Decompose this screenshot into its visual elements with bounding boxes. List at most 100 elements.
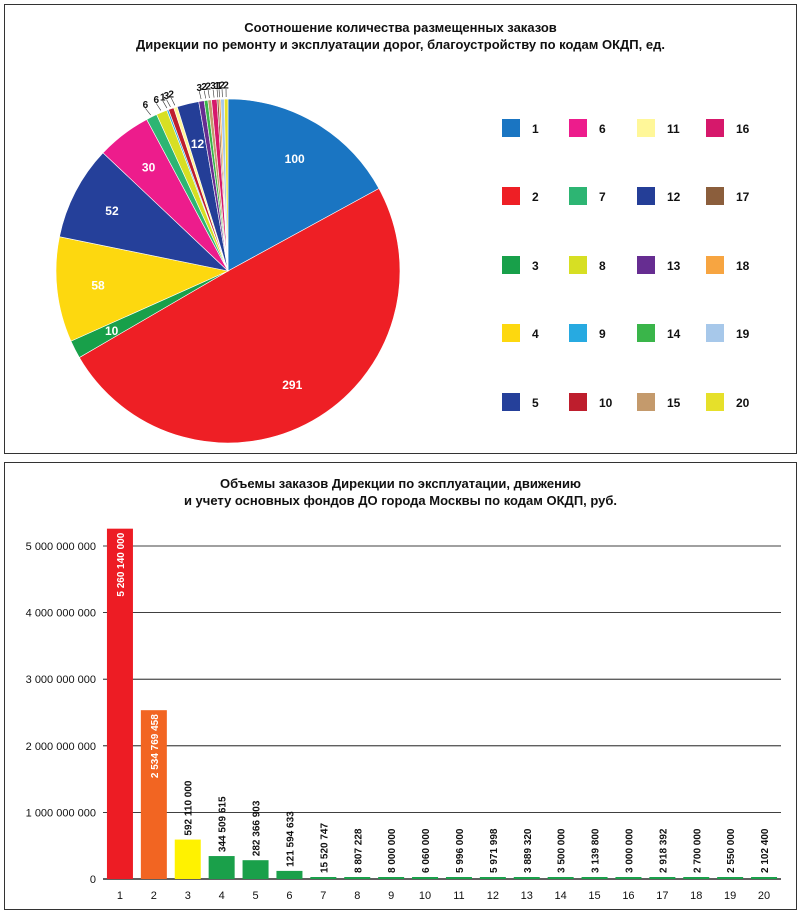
- x-tick-label: 8: [354, 890, 360, 902]
- bar-value-label: 5 996 000: [455, 828, 466, 873]
- pie-leader-line: [207, 90, 210, 99]
- bar-value-label: 282 366 903: [252, 800, 263, 856]
- bar-20: [751, 877, 778, 879]
- legend-label-2: 2: [532, 190, 539, 204]
- pie-value-label: 2: [201, 82, 207, 93]
- bar-8: [344, 877, 371, 879]
- legend-swatch-11: [637, 119, 655, 137]
- pie-slice-4: [55, 236, 229, 342]
- pie-value-label: 10: [105, 324, 119, 338]
- bar-6: [276, 870, 303, 879]
- legend-label-6: 6: [599, 122, 606, 136]
- x-tick-label: 5: [252, 890, 258, 902]
- legend-label-1: 1: [532, 122, 539, 136]
- legend-swatch-1: [502, 119, 520, 137]
- legend-swatch-3: [502, 256, 520, 274]
- legend-label-17: 17: [736, 190, 750, 204]
- bar-value-label: 3 889 320: [523, 828, 534, 873]
- legend-swatch-8: [569, 256, 587, 274]
- pie-value-label: 2: [219, 81, 225, 92]
- y-tick-label: 2 000 000 000: [26, 741, 96, 753]
- pie-leader-line: [198, 91, 202, 100]
- bar-1: [106, 528, 133, 879]
- x-tick-label: 12: [487, 890, 499, 902]
- pie-slice-5: [59, 152, 229, 272]
- pie-value-label: 6: [143, 100, 149, 111]
- bar-17: [649, 877, 676, 879]
- pie-chart-title: Соотношение количества размещенных заказ…: [244, 20, 557, 35]
- legend-label-15: 15: [667, 396, 681, 410]
- bar-11: [445, 877, 472, 879]
- legend-swatch-5: [502, 393, 520, 411]
- bar-value-label: 3 000 000: [624, 828, 635, 873]
- pie-value-label: 1: [214, 81, 220, 92]
- legend-swatch-2: [502, 187, 520, 205]
- bar-value-label: 2 700 000: [692, 828, 703, 873]
- bar-value-label: 344 509 615: [218, 796, 229, 852]
- pie-leader-line: [218, 89, 220, 98]
- bar-13: [513, 877, 540, 879]
- x-tick-label: 13: [521, 890, 533, 902]
- pie-value-label: 100: [285, 152, 305, 166]
- bar-value-label: 8 000 000: [387, 828, 398, 873]
- pie-value-label: 1: [160, 92, 166, 103]
- x-tick-label: 19: [724, 890, 736, 902]
- y-tick-label: 1 000 000 000: [26, 807, 96, 819]
- pie-slice-1: [227, 98, 380, 272]
- legend-label-13: 13: [667, 259, 681, 273]
- legend-label-9: 9: [599, 327, 606, 341]
- bar-value-label: 3 500 000: [557, 828, 568, 873]
- pie-value-label: 52: [105, 204, 119, 218]
- pie-leader-line: [170, 97, 176, 106]
- pie-leader-line: [155, 103, 162, 111]
- legend-label-16: 16: [736, 122, 750, 136]
- legend-swatch-7: [569, 187, 587, 205]
- bar-value-label: 121 594 633: [285, 811, 296, 867]
- legend-swatch-19: [706, 324, 724, 342]
- bar-19: [717, 877, 744, 879]
- x-tick-label: 2: [151, 890, 157, 902]
- x-tick-label: 17: [656, 890, 668, 902]
- x-tick-label: 18: [690, 890, 702, 902]
- legend-label-18: 18: [736, 259, 750, 273]
- legend-swatch-18: [706, 256, 724, 274]
- x-tick-label: 3: [185, 890, 191, 902]
- y-tick-label: 5 000 000 000: [26, 541, 96, 553]
- bar-5: [242, 860, 269, 879]
- pie-slice-2: [78, 188, 401, 444]
- pie-leader-line: [166, 99, 171, 107]
- bar-value-label: 5 260 140 000: [116, 532, 127, 596]
- x-tick-label: 14: [555, 890, 567, 902]
- bar-7: [310, 877, 337, 879]
- pie-value-label: 2: [205, 82, 211, 93]
- bar-value-label: 15 520 747: [319, 823, 330, 873]
- bar-chart-panel: Объемы заказов Дирекции по эксплуатации,…: [4, 462, 797, 910]
- pie-value-label: 291: [282, 378, 302, 392]
- bar-chart-subtitle: и учету основных фондов ДО города Москвы…: [183, 493, 618, 508]
- legend-label-12: 12: [667, 190, 681, 204]
- bar-10: [412, 877, 439, 879]
- pie-value-label: 3: [210, 81, 216, 92]
- pie-value-label: 30: [142, 160, 156, 174]
- legend-label-7: 7: [599, 190, 606, 204]
- x-tick-label: 16: [622, 890, 634, 902]
- x-tick-label: 1: [117, 890, 123, 902]
- legend-label-14: 14: [667, 327, 681, 341]
- bar-value-label: 6 060 000: [421, 828, 432, 873]
- bar-2: [140, 710, 167, 879]
- bar-16: [615, 877, 642, 879]
- y-tick-label: 3 000 000 000: [26, 674, 96, 686]
- legend-label-5: 5: [532, 396, 539, 410]
- legend-swatch-4: [502, 324, 520, 342]
- pie-chart-panel: Соотношение количества размещенных заказ…: [4, 4, 797, 454]
- x-tick-label: 11: [453, 890, 464, 902]
- legend-swatch-9: [569, 324, 587, 342]
- x-tick-label: 9: [388, 890, 394, 902]
- y-tick-label: 0: [90, 874, 96, 886]
- pie-leader-line: [212, 89, 215, 98]
- x-tick-label: 15: [588, 890, 600, 902]
- bar-12: [479, 877, 506, 879]
- bar-value-label: 8 807 228: [353, 828, 364, 873]
- bar-value-label: 5 971 998: [489, 828, 500, 873]
